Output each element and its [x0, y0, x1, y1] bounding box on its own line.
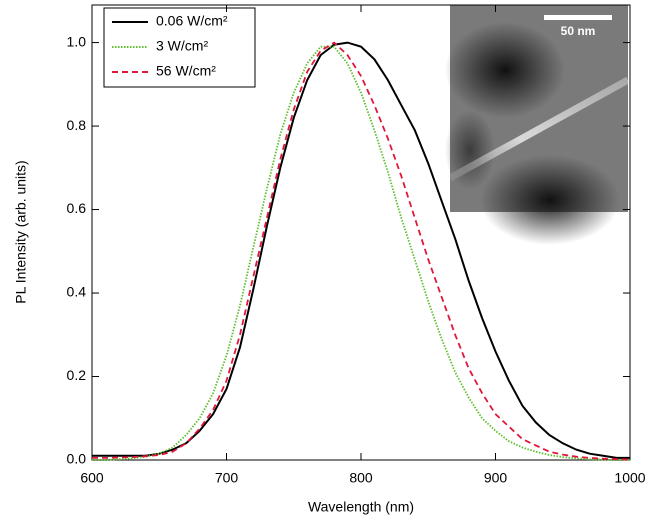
y-tick-label: 0.2 [67, 367, 87, 383]
x-tick-label: 700 [215, 470, 239, 486]
x-axis-label: Wavelength (nm) [308, 499, 414, 515]
inset-image: 50 nm [445, 5, 630, 245]
x-tick-label: 900 [484, 470, 508, 486]
series-line [92, 41, 631, 461]
scale-bar-label: 50 nm [561, 24, 596, 38]
y-tick-label: 1.0 [67, 33, 87, 49]
y-axis-label: PL Intensity (arb. units) [13, 160, 29, 303]
legend-label: 3 W/cm² [156, 38, 208, 54]
y-tick-label: 0.4 [67, 284, 87, 300]
y-tick-label: 0.0 [67, 451, 87, 467]
y-tick-label: 0.6 [67, 200, 87, 216]
legend-label: 56 W/cm² [156, 63, 216, 79]
legend-label: 0.06 W/cm² [156, 13, 228, 29]
x-tick-label: 1000 [614, 470, 645, 486]
series-line [92, 45, 630, 461]
x-tick-label: 800 [349, 470, 373, 486]
x-tick-label: 600 [80, 470, 104, 486]
y-tick-label: 0.8 [67, 117, 87, 133]
